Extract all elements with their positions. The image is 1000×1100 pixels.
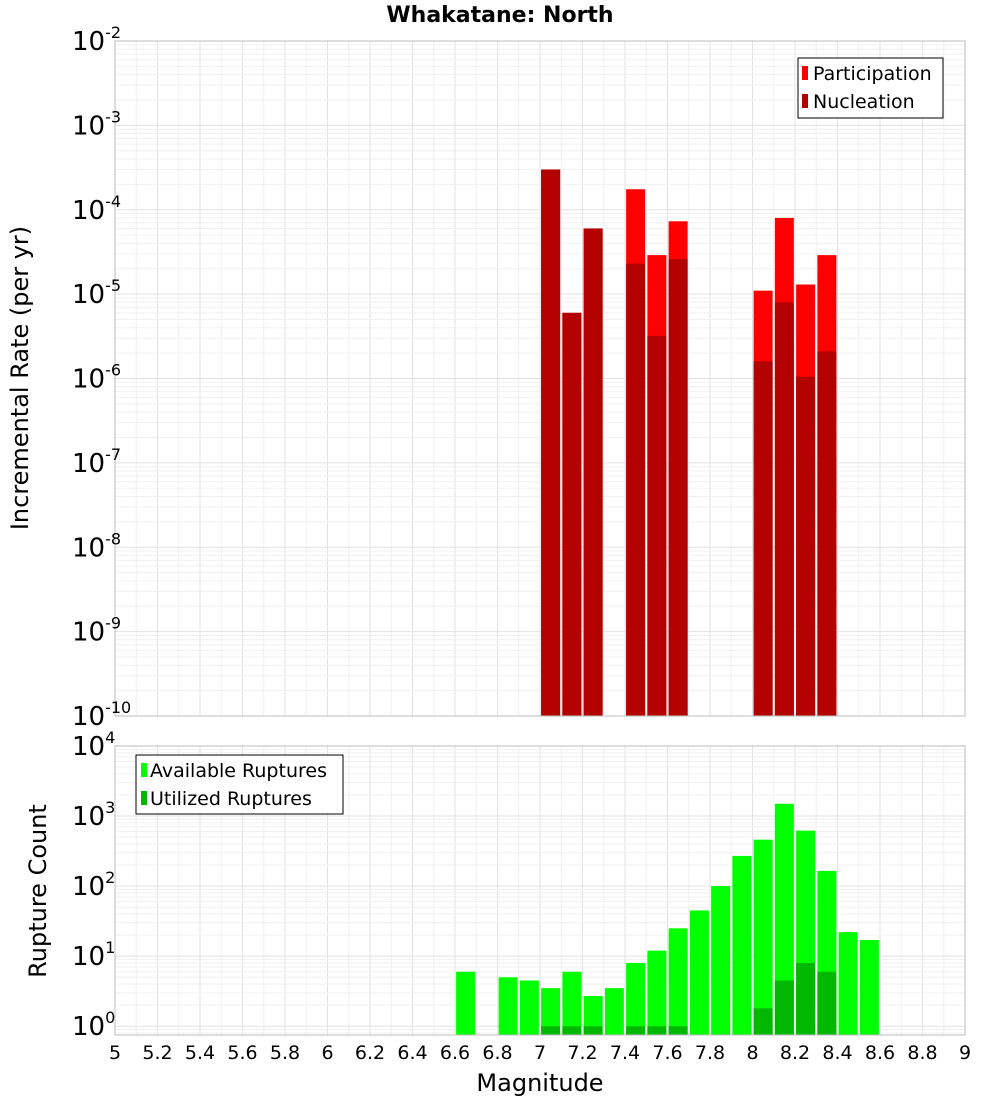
x-tick-label: 5.8	[270, 1042, 300, 1064]
bar-available-ruptures	[668, 928, 688, 1035]
legend-swatch-participation	[802, 66, 808, 80]
bar-available-ruptures	[838, 932, 858, 1035]
top-bars	[541, 169, 837, 717]
bar-available-ruptures	[859, 940, 879, 1035]
bar-nucleation	[796, 376, 816, 716]
x-tick-label: 7.8	[695, 1042, 725, 1064]
bar-nucleation	[774, 302, 794, 716]
bar-available-ruptures	[519, 980, 539, 1035]
bottom-y-ticks: 100 101 102 103 104	[72, 728, 115, 1042]
bar-available-ruptures	[689, 910, 709, 1035]
bar-available-ruptures	[604, 988, 624, 1035]
bar-utilized-ruptures	[541, 1026, 561, 1035]
bottom-panel: 100 101 102 103 104 5 5.2 5.4 5.6 5.8 6 6.2 6.4 6.6 6…	[24, 728, 971, 1097]
legend-swatch-nucleation	[802, 94, 808, 108]
y-tick-label: 10-2	[72, 23, 121, 57]
x-tick-label: 5.4	[185, 1042, 215, 1064]
legend-swatch-available	[141, 763, 147, 777]
y-tick-label: 10-6	[72, 361, 121, 395]
bar-available-ruptures	[626, 962, 646, 1035]
bar-available-ruptures	[456, 971, 476, 1035]
bar-nucleation	[647, 335, 667, 716]
y-tick-label: 102	[72, 868, 115, 902]
x-tick-label: 6.2	[355, 1042, 385, 1064]
bar-utilized-ruptures	[583, 1026, 603, 1035]
bar-available-ruptures	[583, 996, 603, 1035]
legend-swatch-utilized	[141, 791, 147, 805]
bar-nucleation	[626, 263, 646, 716]
bar-available-ruptures	[711, 886, 731, 1035]
bar-available-ruptures	[774, 803, 794, 1035]
legend-label-participation: Participation	[813, 63, 932, 85]
x-tick-label: 8.4	[822, 1042, 852, 1064]
bar-nucleation	[583, 228, 603, 716]
bar-utilized-ruptures	[626, 1026, 646, 1035]
bar-utilized-ruptures	[817, 971, 837, 1035]
bar-available-ruptures	[647, 950, 667, 1035]
x-tick-label: 5	[109, 1042, 121, 1064]
top-y-axis-label: Incremental Rate (per yr)	[6, 226, 34, 530]
legend-label-utilized: Utilized Ruptures	[150, 788, 312, 810]
legend-label-available: Available Ruptures	[150, 760, 327, 782]
x-tick-label: 6	[321, 1042, 333, 1064]
top-y-ticks: 10-10 10-9 10-8 10-7 10-6 10-5 10-4 10-3 10-2	[72, 23, 131, 732]
chart-title: Whakatane: North	[386, 3, 613, 28]
y-tick-label: 104	[72, 728, 115, 762]
x-tick-label: 5.6	[227, 1042, 257, 1064]
bar-utilized-ruptures	[753, 1008, 773, 1035]
bar-utilized-ruptures	[774, 980, 794, 1035]
bar-utilized-ruptures	[668, 1026, 688, 1035]
y-tick-label: 10-7	[72, 445, 121, 479]
x-tick-label: 8.2	[780, 1042, 810, 1064]
top-grid	[114, 40, 966, 717]
x-tick-label: 7	[534, 1042, 546, 1064]
bar-nucleation	[562, 312, 582, 716]
x-tick-label: 7.4	[610, 1042, 640, 1064]
y-tick-label: 10-4	[72, 192, 121, 226]
legend-label-nucleation: Nucleation	[813, 91, 915, 113]
x-tick-label: 7.2	[567, 1042, 597, 1064]
x-ticks: 5 5.2 5.4 5.6 5.8 6 6.2 6.4 6.6 6.8 7 7.2 7.4 7.6 7.8 8…	[109, 1042, 971, 1064]
bar-nucleation	[753, 361, 773, 716]
bar-nucleation	[541, 169, 561, 716]
y-tick-label: 101	[72, 938, 115, 972]
x-tick-label: 9	[959, 1042, 971, 1064]
bar-utilized-ruptures	[562, 1026, 582, 1035]
x-axis-label: Magnitude	[476, 1069, 603, 1097]
x-tick-label: 8	[746, 1042, 758, 1064]
x-tick-label: 8.8	[907, 1042, 937, 1064]
top-panel: 10-10 10-9 10-8 10-7 10-6 10-5 10-4 10-3 10-2 In…	[6, 23, 966, 732]
x-tick-label: 6.4	[397, 1042, 427, 1064]
y-tick-label: 10-8	[72, 529, 121, 563]
top-legend: Participation Nucleation	[797, 57, 944, 119]
bar-nucleation	[668, 259, 688, 716]
x-tick-label: 6.8	[482, 1042, 512, 1064]
y-tick-label: 103	[72, 798, 115, 832]
top-plot-frame	[114, 40, 966, 717]
x-tick-label: 6.6	[440, 1042, 470, 1064]
y-tick-label: 10-5	[72, 276, 121, 310]
bar-available-ruptures	[732, 855, 752, 1035]
bar-available-ruptures	[562, 971, 582, 1035]
bar-available-ruptures	[753, 839, 773, 1035]
bar-utilized-ruptures	[796, 962, 816, 1035]
bottom-plot-frame	[114, 745, 966, 1036]
y-tick-label: 10-3	[72, 107, 121, 141]
bottom-y-axis-label: Rupture Count	[24, 804, 52, 978]
bar-available-ruptures	[541, 988, 561, 1035]
bar-nucleation	[817, 351, 837, 716]
bottom-bars	[456, 803, 879, 1035]
y-tick-label: 10-10	[72, 698, 131, 732]
x-tick-label: 5.2	[142, 1042, 172, 1064]
bottom-legend-box	[135, 754, 344, 815]
bottom-legend: Available Ruptures Utilized Ruptures	[135, 754, 344, 815]
top-legend-box	[797, 57, 944, 119]
x-tick-label: 7.6	[652, 1042, 682, 1064]
y-tick-label: 100	[72, 1008, 115, 1042]
x-tick-label: 8.6	[865, 1042, 895, 1064]
bar-utilized-ruptures	[647, 1026, 667, 1035]
y-tick-label: 10-9	[72, 614, 121, 648]
bar-available-ruptures	[498, 977, 518, 1035]
